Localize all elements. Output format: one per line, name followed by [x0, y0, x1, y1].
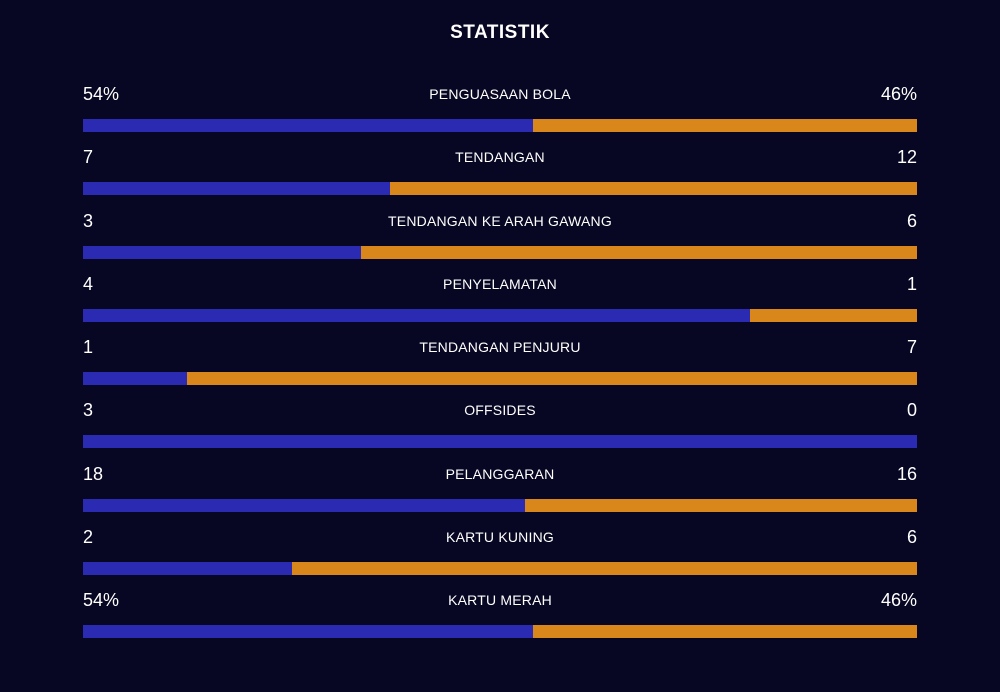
- stats-list: 54% PENGUASAAN BOLA 46% 7 TENDANGAN 12 3 TENDAN…: [83, 82, 917, 652]
- home-bar-segment: [83, 498, 525, 512]
- away-bar-segment: [360, 245, 917, 259]
- stat-row: 4 PENYELAMATAN 1: [83, 272, 917, 335]
- home-value: 3: [83, 400, 94, 421]
- home-value: 54%: [83, 590, 120, 611]
- stat-values: 7 TENDANGAN 12: [83, 145, 917, 169]
- stat-label: KARTU MERAH: [448, 592, 552, 609]
- away-bar-segment: [533, 625, 917, 639]
- home-value: 2: [83, 527, 94, 548]
- away-value: 46%: [880, 590, 917, 611]
- stat-values: 3 OFFSIDES 0: [83, 398, 917, 422]
- page-title: STATISTIK: [450, 22, 550, 43]
- stat-row: 18 PELANGGARAN 16: [83, 462, 917, 525]
- stat-label: TENDANGAN PENJURU: [419, 339, 581, 356]
- stat-bar: [83, 435, 917, 449]
- home-bar-segment: [83, 562, 292, 576]
- home-value: 3: [83, 210, 94, 231]
- home-bar-segment: [83, 308, 751, 322]
- away-value: 6: [906, 210, 917, 231]
- away-bar-segment: [187, 372, 917, 386]
- away-value: 7: [906, 337, 917, 358]
- stat-row: 2 KARTU KUNING 6: [83, 525, 917, 588]
- home-bar-segment: [83, 435, 917, 449]
- stat-bar: [83, 372, 917, 386]
- home-value: 4: [83, 273, 94, 294]
- stat-label: PELANGGARAN: [445, 465, 555, 482]
- away-value: 0: [906, 400, 917, 421]
- stat-bar: [83, 562, 917, 576]
- away-bar-segment: [291, 562, 917, 576]
- home-bar-segment: [83, 182, 391, 196]
- stat-values: 2 KARTU KUNING 6: [83, 525, 917, 549]
- home-bar-segment: [83, 245, 361, 259]
- stat-bar: [83, 182, 917, 196]
- stat-values: 18 PELANGGARAN 16: [83, 462, 917, 486]
- away-bar-segment: [750, 308, 917, 322]
- away-value: 16: [896, 463, 917, 484]
- away-bar-segment: [524, 498, 917, 512]
- stat-bar: [83, 119, 917, 132]
- stat-row: 7 TENDANGAN 12: [83, 145, 917, 208]
- stat-values: 4 PENYELAMATAN 1: [83, 272, 917, 296]
- home-bar-segment: [83, 372, 188, 386]
- stat-row: 54% KARTU MERAH 46%: [83, 588, 917, 651]
- stat-bar: [83, 498, 917, 512]
- stat-row: 1 TENDANGAN PENJURU 7: [83, 335, 917, 398]
- away-bar-segment: [390, 182, 917, 196]
- home-value: 1: [83, 337, 94, 358]
- stat-row: 3 OFFSIDES 0: [83, 398, 917, 461]
- stat-values: 1 TENDANGAN PENJURU 7: [83, 335, 917, 359]
- away-value: 1: [906, 273, 917, 294]
- stat-label: OFFSIDES: [464, 402, 536, 419]
- stat-label: PENYELAMATAN: [443, 275, 557, 292]
- away-value: 6: [906, 527, 917, 548]
- stat-label: PENGUASAAN BOLA: [429, 86, 571, 102]
- home-value: 7: [83, 147, 94, 168]
- stat-row: 54% PENGUASAAN BOLA 46%: [83, 82, 917, 145]
- stat-label: TENDANGAN KE ARAH GAWANG: [388, 212, 612, 229]
- home-value: 54%: [83, 84, 120, 104]
- away-value: 46%: [880, 84, 917, 104]
- stat-label: KARTU KUNING: [446, 529, 554, 546]
- home-bar-segment: [83, 625, 534, 639]
- stat-bar: [83, 245, 917, 259]
- stat-values: 54% PENGUASAAN BOLA 46%: [83, 82, 917, 106]
- away-bar-segment: [533, 119, 917, 132]
- stat-label: TENDANGAN: [455, 149, 545, 166]
- stat-values: 54% KARTU MERAH 46%: [83, 588, 917, 612]
- home-bar-segment: [83, 119, 534, 132]
- stat-values: 3 TENDANGAN KE ARAH GAWANG 6: [83, 209, 917, 233]
- home-value: 18: [83, 463, 104, 484]
- away-value: 12: [896, 147, 917, 168]
- stat-bar: [83, 625, 917, 639]
- stat-bar: [83, 308, 917, 322]
- stat-row: 3 TENDANGAN KE ARAH GAWANG 6: [83, 209, 917, 272]
